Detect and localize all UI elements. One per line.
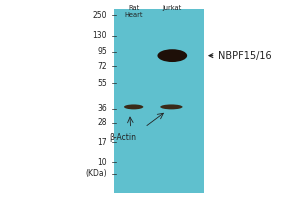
Text: (KDa): (KDa) [85,169,107,178]
Text: Jurkat: Jurkat [163,5,182,11]
Text: 10: 10 [97,158,107,167]
Ellipse shape [160,104,182,109]
Text: 250: 250 [92,11,107,20]
Text: NBPF15/16: NBPF15/16 [209,51,272,61]
Bar [114,9,203,193]
Text: 17: 17 [97,138,107,147]
Text: Rat
Heart: Rat Heart [124,5,143,18]
Text: 28: 28 [98,118,107,127]
Text: 36: 36 [97,104,107,113]
Ellipse shape [124,104,143,109]
Text: β-Actin: β-Actin [110,133,137,142]
Text: 55: 55 [97,79,107,88]
Text: 72: 72 [97,62,107,71]
Ellipse shape [158,49,187,62]
Text: 130: 130 [92,31,107,40]
Text: 95: 95 [97,47,107,56]
